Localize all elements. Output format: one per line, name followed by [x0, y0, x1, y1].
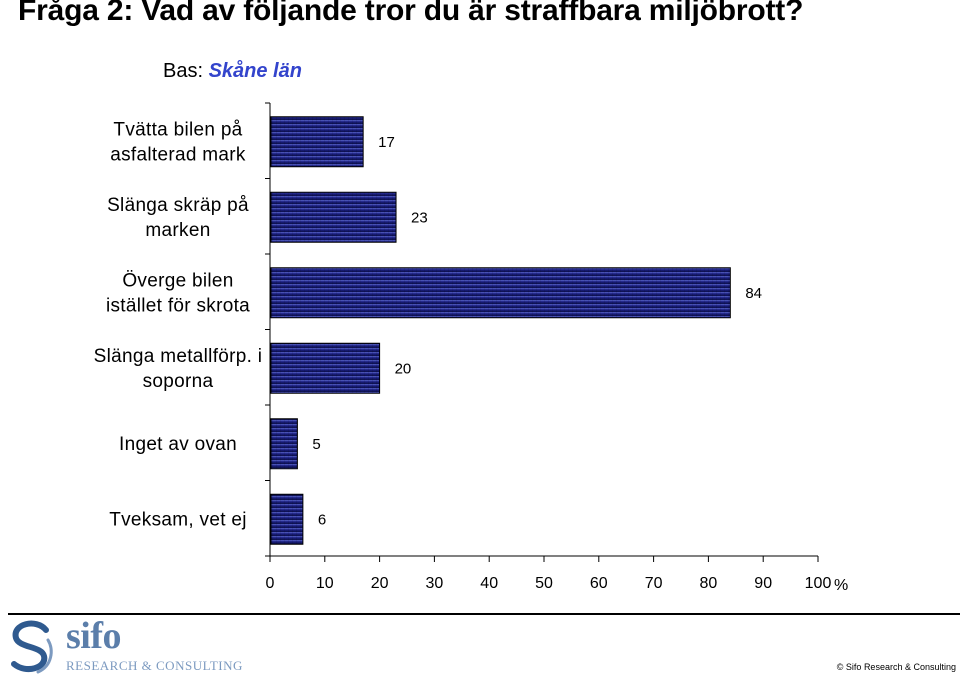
- x-tick-label: 100: [805, 575, 832, 592]
- chart-title: Fråga 2: Vad av följande tror du är stra…: [18, 0, 804, 27]
- x-tick-label: 60: [590, 575, 608, 592]
- category-label: Slänga metallförp. i: [94, 346, 263, 367]
- x-tick-label: 0: [266, 575, 275, 592]
- logo-wordmark: sifo: [66, 615, 122, 657]
- category-label: Inget av ovan: [119, 434, 237, 455]
- x-tick-label: 70: [645, 575, 663, 592]
- bar: [270, 267, 731, 319]
- x-tick-label: 90: [754, 575, 772, 592]
- chart-subtitle: Bas: Skåne län: [163, 60, 302, 83]
- bar-value-label: 6: [318, 511, 326, 528]
- bar-chart: 0 10 20 30 40 50 60 70 80 90 100 % 17 Tvätta bilen på…: [94, 102, 848, 594]
- plot-area: 0 10 20 30 40 50 60 70 80 90 100 % 17 Tvätta bilen på…: [94, 102, 848, 594]
- bar-value-label: 20: [395, 360, 412, 377]
- category-label: Överge bilen: [122, 270, 233, 291]
- copyright-notice: © Sifo Research & Consulting: [836, 662, 956, 672]
- x-tick-label: 10: [316, 575, 334, 592]
- logo-tagline: RESEARCH & CONSULTING: [66, 658, 243, 673]
- category-label: marken: [145, 220, 210, 241]
- category-label: asfalterad mark: [110, 144, 246, 165]
- subtitle-region: Skåne län: [208, 60, 302, 82]
- x-tick-label: 40: [480, 575, 498, 592]
- x-tick-label: 80: [700, 575, 718, 592]
- x-tick-label: 50: [535, 575, 553, 592]
- subtitle-prefix: Bas:: [163, 60, 209, 82]
- bar-value-label: 23: [411, 209, 428, 226]
- category-label: istället för skrota: [106, 295, 250, 316]
- bar-value-label: 17: [378, 134, 395, 151]
- category-label: Slänga skräp på: [107, 195, 249, 216]
- x-tick-label: 20: [371, 575, 389, 592]
- x-tick-label: 30: [426, 575, 444, 592]
- bar: [270, 116, 364, 168]
- bar: [270, 191, 397, 243]
- bar: [270, 418, 298, 470]
- sifo-logo: sifo RESEARCH & CONSULTING: [8, 615, 248, 676]
- footer-divider: [8, 613, 960, 615]
- bar: [270, 342, 381, 394]
- bar: [270, 493, 304, 545]
- x-axis-unit: %: [834, 577, 848, 594]
- category-label: soporna: [143, 371, 214, 392]
- bar-value-label: 5: [312, 436, 320, 453]
- bar-value-label: 84: [745, 285, 762, 302]
- category-label: Tveksam, vet ej: [109, 509, 247, 530]
- sifo-swirl-icon: [11, 620, 53, 674]
- category-label: Tvätta bilen på: [113, 119, 242, 140]
